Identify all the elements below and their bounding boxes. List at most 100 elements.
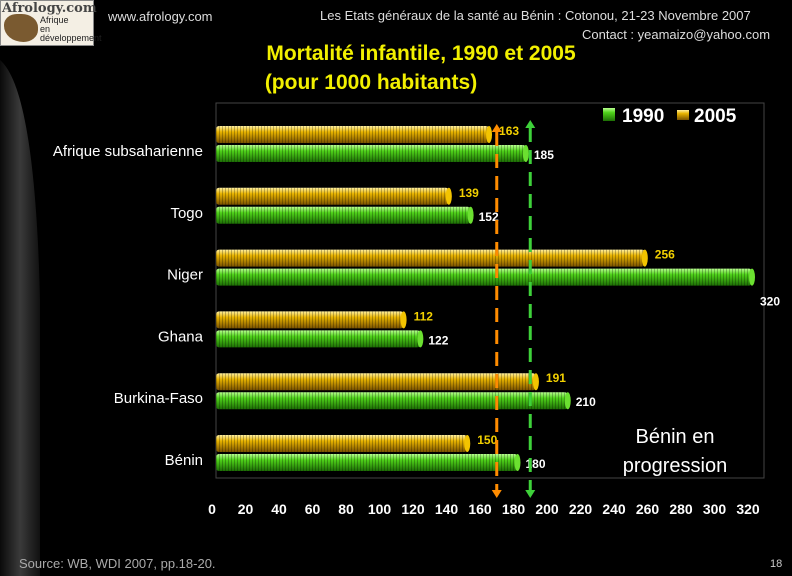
category-label: Niger	[167, 267, 203, 284]
data-label-1990: 152	[479, 210, 499, 224]
plot-area	[215, 102, 765, 479]
bar-2005-texture	[216, 373, 536, 391]
bar-2005	[216, 126, 493, 143]
bar-1990	[216, 454, 521, 471]
chart-title-line2: (pour 1000 habitants)	[264, 71, 478, 94]
logo-tagline: Afrique en développement	[40, 15, 102, 43]
bar-1990-cap	[467, 206, 474, 224]
benin-annotation: Bénin en progression	[600, 423, 750, 481]
category-label: Bénin	[165, 452, 203, 469]
bar-2005-texture	[216, 435, 468, 452]
bar-2005-cap	[641, 249, 648, 267]
chart-title-line1: Mortalité infantile, 1990 et 2005	[266, 42, 576, 65]
x-tick-label: 220	[569, 501, 593, 517]
afrology-logo: Afrology.com Afrique en développement	[0, 0, 102, 46]
x-tick-label: 160	[468, 501, 492, 517]
bar-2005	[216, 311, 407, 329]
data-label-2005: 139	[459, 186, 479, 200]
logo-tagline-1: Afrique	[40, 15, 69, 25]
bar-1990-cap	[522, 145, 529, 162]
x-tick-label: 180	[502, 501, 526, 517]
x-tick-label: 100	[368, 501, 392, 517]
logo-tagline-2: en	[40, 24, 51, 34]
reference-arrow-1990	[525, 490, 536, 498]
data-label-2005: 256	[655, 248, 675, 262]
bar-2005-cap	[400, 311, 407, 329]
x-tick-label: 80	[338, 501, 354, 517]
bar-2005-cap	[532, 373, 539, 391]
x-tick-label: 120	[401, 501, 425, 517]
bar-1990-texture	[216, 392, 568, 410]
data-label-1990: 180	[526, 457, 546, 471]
bar-1990	[216, 145, 529, 162]
data-label-1990: 122	[428, 333, 448, 347]
data-label-2005: 150	[477, 433, 497, 447]
x-tick-label: 240	[602, 501, 626, 517]
category-label: Afrique subsaharienne	[53, 143, 203, 160]
reference-arrowhead-1990	[525, 120, 536, 128]
data-label-2005: 191	[546, 371, 566, 385]
legend-2005-swatch	[677, 110, 689, 120]
bar-2005-texture	[216, 249, 645, 267]
bar-2005	[216, 249, 648, 267]
x-tick-label: 300	[703, 501, 727, 517]
reference-arrow-2005	[491, 490, 502, 498]
logo-brand: Afrology.com	[2, 1, 97, 16]
x-tick-label: 0	[208, 501, 216, 517]
bar-1990	[216, 206, 474, 224]
data-label-1990: 320	[760, 295, 780, 309]
x-tick-label: 320	[736, 501, 760, 517]
bar-1990-texture	[216, 145, 526, 162]
bar-2005-texture	[216, 126, 490, 143]
bar-1990	[216, 268, 755, 286]
bar-1990-cap	[564, 392, 571, 410]
bar-1990-cap	[417, 330, 424, 348]
reference-arrowhead-2005	[491, 124, 502, 132]
legend-1990-swatch	[603, 108, 615, 121]
event-title: Les Etats généraux de la santé au Bénin …	[320, 8, 751, 23]
legend-2005-label: 2005	[694, 106, 737, 127]
bar-1990-texture	[216, 268, 752, 286]
slide-decoration	[0, 60, 40, 576]
bar-2005	[216, 435, 471, 452]
bar-1990-cap	[514, 454, 521, 471]
bar-2005-cap	[445, 187, 452, 205]
bar-1990-texture	[216, 330, 421, 348]
category-label: Togo	[170, 205, 203, 222]
x-tick-label: 280	[669, 501, 693, 517]
bar-1990	[216, 330, 424, 348]
data-label-1990: 210	[576, 395, 596, 409]
data-label-2005: 112	[414, 309, 434, 323]
site-url[interactable]: www.afrology.com	[108, 9, 213, 24]
logo-tagline-3: développement	[40, 33, 102, 43]
x-tick-label: 140	[435, 501, 459, 517]
x-tick-label: 260	[636, 501, 660, 517]
legend-1990-label: 1990	[622, 106, 664, 127]
chart-subtitle: (pour 1000 habitants)	[0, 71, 792, 95]
x-tick-label: 20	[238, 501, 254, 517]
contact-email[interactable]: Contact : yeamaizo@yahoo.com	[582, 27, 771, 42]
page-number: 18	[770, 558, 783, 570]
bar-2005	[216, 373, 539, 391]
bar-2005-texture	[216, 311, 404, 329]
annotation-line1: Bénin en	[635, 426, 715, 448]
x-tick-label: 200	[535, 501, 559, 517]
bar-2005-cap	[464, 435, 471, 452]
bar-2005	[216, 187, 452, 205]
africa-map-icon	[4, 14, 38, 42]
bar-2005-cap	[486, 126, 493, 143]
bar-1990-texture	[216, 454, 518, 471]
bar-2005-texture	[216, 187, 449, 205]
bar-1990-texture	[216, 206, 471, 224]
category-label: Burkina-Faso	[114, 390, 203, 407]
x-tick-label: 40	[271, 501, 287, 517]
data-label-1990: 185	[534, 148, 554, 162]
x-tick-label: 60	[305, 501, 321, 517]
data-label-2005: 163	[499, 124, 519, 138]
category-label: Ghana	[158, 328, 204, 345]
bar-1990	[216, 392, 571, 410]
chart-title: Mortalité infantile, 1990 et 2005	[0, 42, 792, 66]
source-note: Source: WB, WDI 2007, pp.18-20.	[19, 556, 216, 571]
bar-1990-cap	[749, 268, 755, 286]
